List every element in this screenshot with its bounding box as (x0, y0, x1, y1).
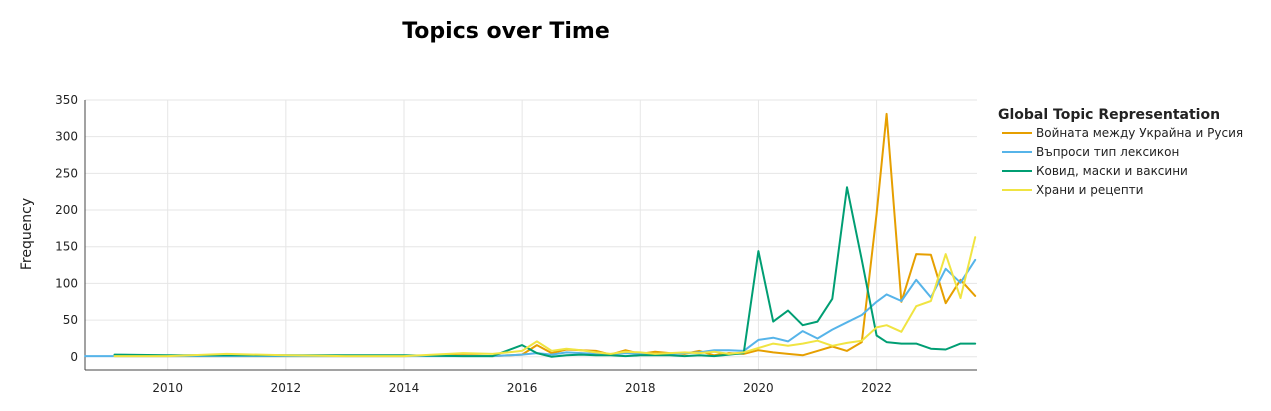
x-tick-label: 2020 (743, 381, 774, 395)
x-tick-label: 2010 (152, 381, 183, 395)
series-line-1 (84, 258, 977, 358)
x-tick-label: 2018 (625, 381, 656, 395)
legend-label: Храни и рецепти (1036, 183, 1143, 197)
y-axis-title: Frequency (19, 198, 35, 270)
series-line-3 (113, 236, 977, 358)
grid-layer (85, 99, 977, 370)
legend-item-1[interactable]: Въпроси тип лексикон (1002, 145, 1179, 159)
legend-label: Въпроси тип лексикон (1036, 145, 1179, 159)
legend-item-2[interactable]: Ковид, маски и ваксини (1002, 164, 1188, 178)
y-tick-label: 350 (55, 93, 78, 107)
x-tick-label: 2012 (271, 381, 302, 395)
chart-title: Topics over Time (402, 19, 610, 44)
legend-label: Войната между Украйна и Русия (1036, 126, 1243, 140)
legend: Global Topic Representation Войната межд… (998, 107, 1243, 197)
y-tick-label: 50 (63, 313, 78, 327)
x-tick-label: 2022 (861, 381, 892, 395)
x-tick-label: 2016 (507, 381, 538, 395)
series-layer (84, 112, 977, 358)
y-tick-label: 250 (55, 166, 78, 180)
series-line-2 (113, 186, 977, 358)
axes-layer: 2010 2012 2014 2016 2018 2020 2022 0 50 100 150 200… (55, 93, 977, 395)
y-tick-label: 150 (55, 240, 78, 254)
y-tick-label: 100 (55, 276, 78, 290)
y-tick-label: 0 (70, 350, 78, 364)
y-tick-label: 300 (55, 130, 78, 144)
legend-label: Ковид, маски и ваксини (1036, 164, 1188, 178)
x-tick-label: 2014 (389, 381, 420, 395)
legend-title: Global Topic Representation (998, 107, 1220, 123)
y-tick-label: 200 (55, 203, 78, 217)
legend-item-0[interactable]: Войната между Украйна и Русия (1002, 126, 1243, 140)
legend-item-3[interactable]: Храни и рецепти (1002, 183, 1143, 197)
